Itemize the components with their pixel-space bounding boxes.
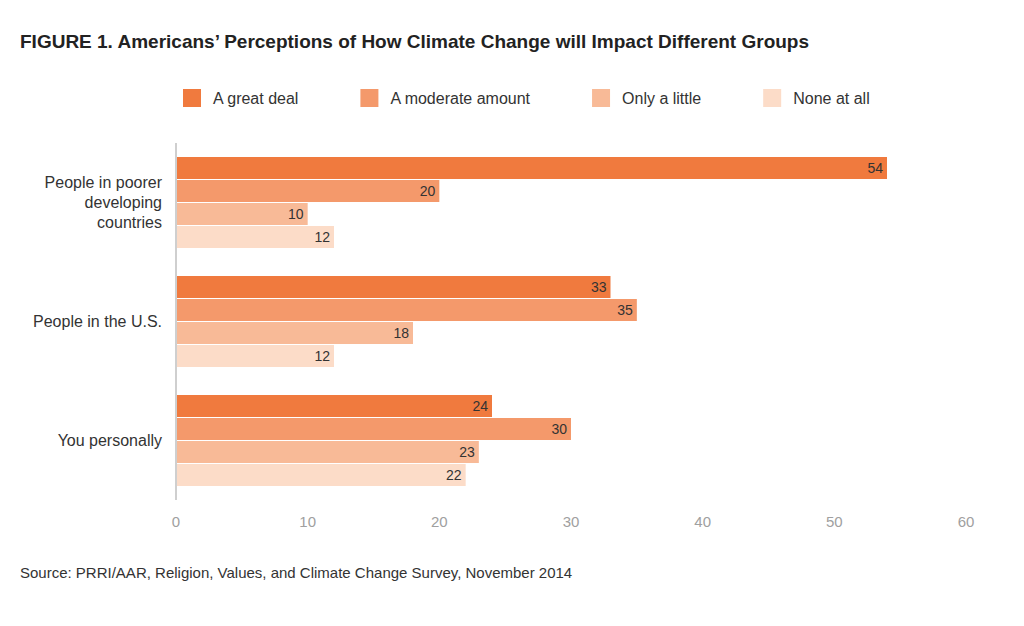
data-label: 54 xyxy=(867,160,883,176)
category-label: You personally xyxy=(58,432,162,449)
legend-label: Only a little xyxy=(622,90,701,107)
chart: FIGURE 1. Americans’ Perceptions of How … xyxy=(0,0,1024,626)
axis-line xyxy=(175,143,177,500)
bar xyxy=(176,395,492,417)
legend-label: A moderate amount xyxy=(390,90,530,107)
legend-swatch xyxy=(360,89,378,107)
legend-swatch xyxy=(592,89,610,107)
bar xyxy=(176,345,334,367)
data-label: 20 xyxy=(420,183,436,199)
bar xyxy=(176,299,637,321)
data-label: 12 xyxy=(314,348,330,364)
data-label: 35 xyxy=(617,302,633,318)
data-labels: 54 33 24 20 35 30 10 18 23 12 12 22 xyxy=(288,160,883,483)
bar xyxy=(176,441,479,463)
tick-label: 30 xyxy=(563,513,580,530)
annotation: Source: PRRI/AAR, Religion, Values, and … xyxy=(20,564,572,581)
bar xyxy=(176,226,334,248)
legend-label: None at all xyxy=(793,90,870,107)
data-label: 22 xyxy=(446,467,462,483)
tick-label: 0 xyxy=(172,513,180,530)
data-label: 30 xyxy=(551,421,567,437)
category-label: People in poorerdevelopingcountries xyxy=(45,174,163,231)
data-label: 10 xyxy=(288,206,304,222)
bar xyxy=(176,276,611,298)
tick-label: 20 xyxy=(431,513,448,530)
bar xyxy=(176,157,887,179)
data-label: 24 xyxy=(472,398,488,414)
category-labels: People in poorerdevelopingcountries Peopl… xyxy=(33,174,163,449)
legend-label: A great deal xyxy=(213,90,298,107)
legend: A great deal A moderate amount Only a litt… xyxy=(183,89,870,107)
bar xyxy=(176,203,308,225)
bar xyxy=(176,180,439,202)
bar xyxy=(176,322,413,344)
title: FIGURE 1. Americans’ Perceptions of How … xyxy=(20,31,809,52)
data-label: 18 xyxy=(393,325,409,341)
bars xyxy=(176,157,887,486)
tick-label: 40 xyxy=(694,513,711,530)
data-label: 23 xyxy=(459,444,475,460)
bar xyxy=(176,464,466,486)
bar xyxy=(176,418,571,440)
tick-label: 60 xyxy=(958,513,975,530)
x-ticks: 0 10 20 30 40 50 60 xyxy=(172,502,975,530)
legend-swatch xyxy=(763,89,781,107)
category-label: People in the U.S. xyxy=(33,313,162,330)
data-label: 12 xyxy=(314,229,330,245)
tick-label: 10 xyxy=(299,513,316,530)
legend-swatch xyxy=(183,89,201,107)
data-label: 33 xyxy=(591,279,607,295)
tick-label: 50 xyxy=(826,513,843,530)
